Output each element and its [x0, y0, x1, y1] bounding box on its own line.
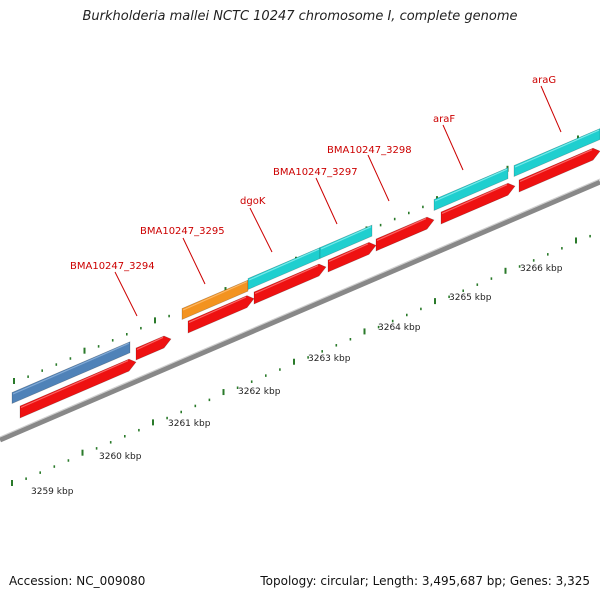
gene-label: araG	[532, 75, 556, 86]
cds-arrow	[440, 182, 516, 225]
ruler-label: 3263 kbp	[308, 354, 351, 364]
cds-arrow-shine	[328, 243, 369, 263]
cds-arrow	[253, 263, 327, 305]
gene-bar-cyan	[433, 167, 509, 211]
gene-bar-orange	[181, 279, 249, 320]
gene-label: dgoK	[240, 196, 266, 207]
cds-arrow	[518, 147, 600, 193]
ruler-label: 3259 kbp	[31, 487, 74, 497]
cds-arrow-shine	[20, 360, 129, 409]
ruler-label: 3262 kbp	[238, 387, 281, 397]
gene-label: BMA10247_3294	[70, 261, 155, 272]
gene-label: araF	[433, 114, 455, 125]
cds-arrow-shine	[188, 296, 247, 324]
map-title: Burkholderia mallei NCTC 10247 chromosom…	[82, 9, 518, 24]
cds-arrow-shine	[254, 265, 319, 295]
cds-arrow	[327, 242, 377, 273]
gene-bar-cyan-shine	[434, 168, 508, 202]
accession-text: Accession: NC_009080	[9, 574, 146, 588]
cds-arrow	[375, 216, 435, 252]
callout-line	[442, 124, 464, 171]
callout-line	[114, 271, 138, 317]
gene-bar-cyan	[247, 247, 321, 290]
ruler-label: 3264 kbp	[378, 323, 421, 333]
gene-bar-orange-shine	[182, 281, 248, 311]
cds-arrow-shine	[376, 218, 427, 242]
cds-arrow	[135, 335, 172, 361]
callout-line	[249, 207, 273, 253]
gene-label: BMA10247_3295	[140, 226, 225, 237]
cds-arrow	[187, 295, 255, 334]
gene-label: BMA10247_3298	[327, 145, 412, 156]
backbone-line	[0, 179, 600, 443]
ruler-label: 3261 kbp	[168, 419, 211, 429]
callout-line	[367, 154, 390, 202]
cds-arrow-shine	[136, 336, 164, 351]
gene-bar-blue	[11, 341, 131, 404]
cds-arrow	[19, 358, 137, 419]
backbone-highlight	[0, 178, 600, 438]
gene-bar-blue-shine	[12, 342, 130, 395]
gene-bar-cyan-shine	[320, 226, 372, 250]
callout-line	[182, 237, 206, 285]
gene-bar-cyan-shine	[514, 129, 600, 168]
ruler-label: 3260 kbp	[99, 452, 142, 462]
cds-arrow-shine	[441, 184, 508, 215]
topology-stats-text: Topology: circular; Length: 3,495,687 bp…	[260, 574, 590, 588]
cds-arrow-shine	[519, 149, 593, 183]
callout-line	[315, 177, 338, 225]
gene-bar-cyan	[319, 224, 373, 259]
callout-line	[540, 85, 562, 133]
ruler-label: 3266 kbp	[520, 264, 563, 274]
gene-bar-cyan-shine	[248, 248, 320, 281]
gene-bar-cyan	[513, 128, 600, 177]
gene-label: BMA10247_3297	[273, 167, 358, 178]
ruler-label: 3265 kbp	[449, 293, 492, 303]
